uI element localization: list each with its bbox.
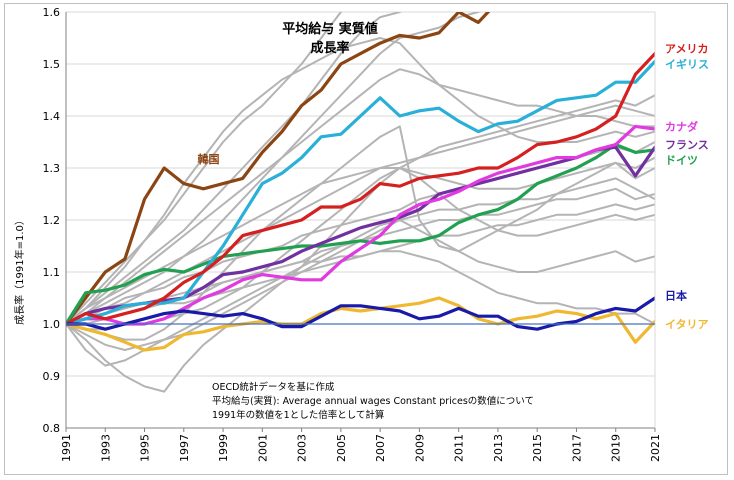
other-country-line-12 [66, 94, 655, 393]
chart-title-line-2: 成長率 [310, 40, 349, 56]
series-line-6 [66, 12, 491, 326]
x-tick-label: 2001 [256, 434, 269, 462]
series-line-5 [66, 143, 655, 326]
other-country-line-2 [66, 12, 481, 325]
x-tick-label: 2021 [649, 434, 662, 462]
x-tick-label: 1991 [60, 434, 73, 462]
x-tick-label: 2005 [335, 434, 348, 462]
y-tick-label: 1.0 [43, 318, 61, 331]
y-tick-label: 1.4 [43, 110, 61, 123]
chart-frame [4, 3, 728, 475]
source-note: OECD統計データを基に作成 平均給与(実質): Average annual … [212, 381, 534, 421]
x-tick-label: 2013 [492, 434, 505, 462]
chart-title-line-1: 平均給与 実質値 [282, 21, 378, 37]
source-note-line-3: 1991年の数値を1とした倍率として計算 [212, 409, 384, 421]
x-tick-label: 1997 [178, 434, 191, 462]
y-tick-label: 1.6 [43, 6, 61, 19]
x-tick-label: 2011 [453, 434, 466, 462]
series-label: イタリア [665, 318, 709, 331]
other-countries-lines [66, 12, 655, 393]
series-label: アメリカ [665, 42, 708, 55]
x-tick-label: 2017 [570, 434, 583, 462]
other-country-line-3 [66, 12, 343, 325]
y-tick-label: 1.1 [43, 266, 61, 279]
other-country-line-11 [66, 68, 655, 325]
series-line-2 [66, 59, 655, 326]
y-tick-label: 0.8 [43, 422, 61, 435]
x-tick-label: 1999 [217, 434, 230, 462]
series-line-3 [66, 124, 655, 326]
x-tick-label: 1995 [139, 434, 152, 462]
other-country-line-1 [66, 12, 402, 325]
x-tick-label: 2015 [531, 434, 544, 462]
y-tick-label: 1.3 [43, 162, 61, 175]
series-line-4 [66, 145, 655, 326]
chart-title: 平均給与 実質値 成長率 [282, 21, 378, 56]
series-label: イギリス [665, 57, 709, 71]
series-label: 日本 [665, 288, 687, 302]
highlighted-series-lines [66, 12, 655, 352]
axes: 0.8 0.9 1.0 1.1 1.2 1.3 1.4 1.5 1.6 1991 1993 1995 1… [43, 6, 663, 462]
x-tick-label: 2007 [374, 434, 387, 462]
series-line-1 [66, 52, 655, 326]
y-tick-label: 1.5 [43, 58, 61, 71]
x-tick-label: 1993 [99, 434, 112, 462]
y-tick-label: 1.2 [43, 214, 61, 227]
x-tick-label: 2009 [413, 434, 426, 462]
other-country-line-5 [66, 104, 655, 325]
series-label: カナダ [665, 119, 698, 133]
series-label: 韓国 [198, 152, 220, 166]
other-country-line-13 [66, 156, 655, 325]
series-label: フランス [665, 139, 709, 152]
other-country-line-9 [66, 219, 655, 367]
source-note-line-2: 平均給与(実質): Average annual wages Constant … [212, 395, 534, 407]
x-tick-label: 2019 [610, 434, 623, 462]
series-label: ドイツ [665, 154, 698, 167]
y-axis-label: 成長率（1991年=1.0） [13, 215, 26, 325]
other-country-line-6 [66, 141, 655, 325]
y-tick-label: 0.9 [43, 370, 61, 383]
series-line-8 [66, 296, 655, 352]
source-note-line-1: OECD統計データを基に作成 [212, 381, 335, 393]
x-tick-label: 2003 [296, 434, 309, 462]
